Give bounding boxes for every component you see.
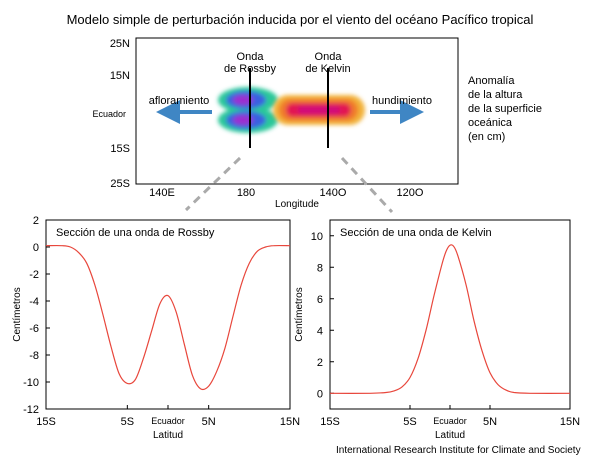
x-tick-label: 5N (202, 416, 216, 428)
rossby-anomaly-blobs (218, 87, 278, 133)
y-axis-label: Centímetros (12, 287, 23, 341)
kelvin-section-chart: Sección de una onda de Kelvin 10 8 6 4 2 0 15S 5… (294, 219, 580, 441)
chart-title: Sección de una onda de Rossby (56, 227, 215, 239)
x-axis-label: Latitud (435, 430, 465, 441)
legend-line-5: (en cm) (468, 131, 505, 143)
y-tick-label: 2 (33, 215, 39, 227)
legend-line-3: de la superficie (468, 103, 542, 115)
x-tick-label: Ecuador (433, 416, 467, 426)
page-title: Modelo simple de perturbación inducida p… (66, 12, 534, 27)
x-axis-label: Latitud (153, 430, 183, 441)
kelvin-wave-label-line1: Onda (315, 51, 343, 63)
x-tick-label: 5S (121, 416, 134, 428)
y-tick-label: 0 (33, 242, 39, 254)
y-tick-label: -4 (29, 296, 39, 308)
series-line (45, 244, 291, 391)
rossby-section-chart: Sección de una onda de Rossby 2 0 -2 -4 -6 -8 -… (12, 215, 300, 441)
plot-frame (45, 219, 291, 410)
kelvin-anomaly-blob (273, 95, 365, 125)
x-tick-label: 5N (483, 416, 497, 428)
rossby-wave-label-line1: Onda (237, 51, 265, 63)
y-axis-label: Centímetros (294, 287, 305, 341)
x-tick-label: 15S (320, 416, 340, 428)
rossby-connector (184, 156, 242, 212)
y-tick-label: 4 (317, 325, 323, 337)
map-y-tick-equator: Ecuador (92, 109, 126, 119)
map-x-tick-120o: 120O (397, 187, 424, 199)
credit-text: International Research Institute for Cli… (336, 445, 581, 456)
plot-frame (329, 219, 571, 410)
y-tick-label: -2 (29, 269, 39, 281)
x-tick-label: 15N (560, 416, 580, 428)
legend-line-4: oceánica (468, 117, 513, 129)
series-line (329, 244, 571, 394)
map-x-tick-140o: 140O (320, 187, 347, 199)
map-y-tick-15n: 15N (110, 70, 130, 82)
map-y-tick-25s: 25S (110, 178, 130, 190)
map-x-tick-180: 180 (237, 187, 255, 199)
legend-line-2: de la altura (468, 89, 523, 101)
y-tick-label: -10 (23, 377, 39, 389)
downwelling-label: hundimiento (372, 95, 432, 107)
y-tick-label: -8 (29, 350, 39, 362)
map-panel: Onda de Rossby Onda de Kelvin afloramien… (92, 37, 459, 210)
y-tick-label: 10 (311, 231, 323, 243)
y-tick-label: 8 (317, 262, 323, 274)
x-tick-label: Ecuador (151, 416, 185, 426)
x-tick-label: 5S (403, 416, 416, 428)
kelvin-wave-label-line2: de Kelvin (305, 63, 350, 75)
y-tick-label: -12 (23, 404, 39, 416)
y-tick-label: 0 (317, 388, 323, 400)
y-tick-label: 2 (317, 357, 323, 369)
rossby-wave-label-line2: de Rossby (224, 63, 276, 75)
map-x-axis-label: Longitude (275, 199, 319, 210)
chart-title: Sección de una onda de Kelvin (340, 227, 492, 239)
y-tick-label: 6 (317, 294, 323, 306)
x-tick-label: 15N (280, 416, 300, 428)
x-tick-label: 15S (36, 416, 56, 428)
map-y-tick-25n: 25N (110, 38, 130, 50)
y-tick-label: -6 (29, 323, 39, 335)
kelvin-connector (340, 156, 394, 214)
upwelling-label: afloramiento (149, 95, 210, 107)
legend-line-1: Anomalía (468, 75, 515, 87)
map-x-tick-140e: 140E (149, 187, 175, 199)
map-y-tick-15s: 15S (110, 143, 130, 155)
